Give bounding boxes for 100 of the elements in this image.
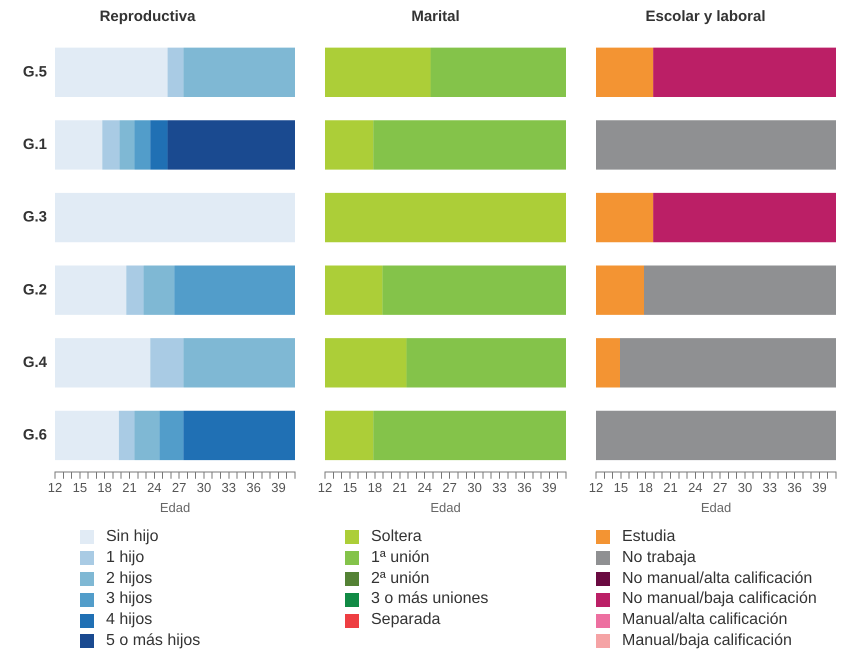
bar — [55, 410, 119, 460]
x-tick-label: 30 — [196, 480, 212, 496]
legend-label: 4 hijos — [106, 610, 152, 630]
chart-title: Marital — [411, 8, 460, 26]
legend-label: No manual/baja calificación — [622, 589, 817, 610]
x-tick-label: 18 — [97, 480, 112, 496]
bar — [55, 338, 150, 388]
bar — [150, 338, 184, 388]
bar — [183, 410, 295, 460]
legend-label: Manual/alta calificación — [622, 610, 788, 630]
x-tick-label: 36 — [787, 480, 802, 496]
bar — [174, 266, 295, 315]
chart-title: Reproductiva — [100, 8, 196, 26]
x-tick-label: 21 — [122, 480, 137, 496]
x-tick-label: 24 — [417, 480, 432, 496]
x-tick-label: 24 — [147, 480, 162, 496]
bar — [325, 266, 382, 315]
legend-label: 1ª unión — [371, 548, 430, 568]
x-tick-label: 12 — [318, 480, 332, 496]
chart-title: Escolar y laboral — [645, 8, 766, 26]
x-tick-label: 18 — [368, 480, 382, 496]
legend-label: 5 o más hijos — [106, 630, 200, 651]
legend-label: No manual/alta calificación — [622, 568, 812, 589]
x-tick-label: 39 — [542, 480, 557, 496]
x-tick-label: 24 — [688, 480, 703, 496]
bar — [183, 48, 295, 98]
legend-label: 3 hijos — [106, 589, 152, 610]
y-tick-label: G.4 — [22, 354, 48, 371]
legend-label: Estudia — [622, 527, 676, 547]
bar — [55, 192, 295, 242]
bar — [102, 120, 120, 170]
bar — [120, 120, 134, 170]
bar — [150, 120, 168, 170]
x-tick-label: 30 — [467, 480, 482, 496]
bar — [325, 48, 431, 98]
bar — [620, 338, 836, 388]
bar — [644, 266, 836, 315]
bar — [596, 410, 836, 460]
x-tick-label: 30 — [738, 480, 752, 496]
y-tick-label: G.2 — [22, 281, 47, 298]
bar — [168, 48, 184, 98]
x-tick-label: 12 — [588, 480, 604, 496]
bar — [325, 192, 566, 242]
x-tick-label: 36 — [517, 480, 532, 496]
x-tick-label: 39 — [812, 480, 827, 496]
x-tick-label: 33 — [492, 480, 507, 496]
bar — [144, 266, 174, 315]
bar — [183, 338, 295, 388]
bar — [596, 48, 654, 98]
bar — [159, 410, 184, 460]
bar — [168, 120, 295, 170]
bar — [653, 48, 836, 98]
bar — [118, 410, 134, 460]
x-tick-label: 39 — [271, 480, 286, 496]
legend-label: Manual/baja calificación — [622, 630, 792, 651]
y-tick-label: G.5 — [22, 63, 47, 80]
legend-label: 3 o más uniones — [371, 589, 488, 610]
legend-label: Separada — [371, 610, 440, 630]
bar — [134, 120, 150, 170]
x-tick-label: 33 — [762, 480, 778, 496]
x-tick-label: 27 — [172, 480, 186, 496]
x-tick-label: 21 — [663, 480, 678, 496]
x-tick-label: 18 — [638, 480, 653, 496]
x-tick-label: 12 — [48, 480, 62, 496]
bar — [325, 410, 374, 460]
x-axis-title: Edad — [430, 500, 461, 515]
legend-label: 2ª unión — [371, 568, 430, 589]
bar — [325, 120, 374, 170]
legend-label: Sin hijo — [106, 527, 158, 547]
y-tick-label: G.6 — [22, 426, 47, 444]
x-axis-title: Edad — [700, 500, 732, 515]
legend-label: Soltera — [371, 527, 422, 547]
x-tick-label: 27 — [712, 480, 728, 496]
legend-label: 2 hijos — [106, 568, 152, 589]
x-tick-label: 15 — [72, 480, 88, 496]
y-tick-label: G.3 — [22, 208, 47, 226]
bar — [596, 192, 654, 242]
bar — [430, 48, 566, 98]
bar — [382, 266, 566, 315]
x-tick-label: 21 — [392, 480, 408, 496]
bar — [325, 338, 406, 388]
x-tick-label: 15 — [614, 480, 628, 496]
legend-label: No trabaja — [622, 548, 696, 568]
legend-label: 1 hijo — [106, 548, 144, 568]
bar — [126, 266, 144, 315]
x-tick-label: 27 — [442, 480, 457, 496]
bar — [596, 266, 644, 315]
bar — [55, 266, 126, 315]
bar — [373, 120, 566, 170]
bar — [55, 48, 168, 98]
x-tick-label: 36 — [246, 480, 261, 496]
y-tick-label: G.1 — [22, 136, 47, 154]
x-tick-label: 15 — [342, 480, 358, 496]
bar — [596, 120, 836, 170]
x-tick-label: 33 — [222, 480, 236, 496]
x-axis-title: Edad — [160, 500, 190, 515]
bar — [596, 338, 620, 388]
bar — [373, 410, 566, 460]
bar — [134, 410, 160, 460]
bar — [55, 120, 102, 170]
